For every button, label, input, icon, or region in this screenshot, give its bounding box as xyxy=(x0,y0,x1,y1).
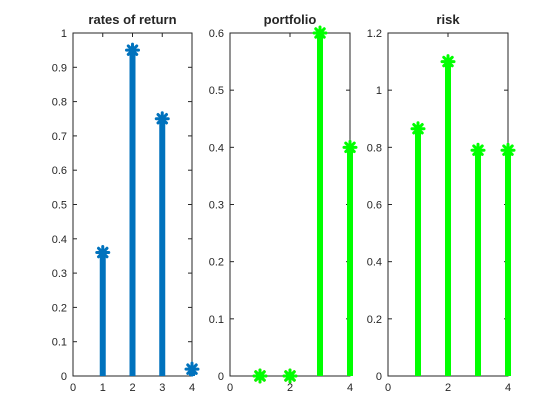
y-tick-label: 0.4 xyxy=(367,257,382,269)
y-tick-label: 0.7 xyxy=(52,131,67,143)
y-tick-label: 0.5 xyxy=(209,85,224,97)
y-tick-label: 1.2 xyxy=(367,28,382,40)
x-tick-label: 0 xyxy=(385,382,391,394)
x-tick-label: 0 xyxy=(227,382,233,394)
data-point-marker xyxy=(254,370,266,382)
data-point-marker xyxy=(314,27,326,39)
y-tick-label: 0.6 xyxy=(52,165,67,177)
y-tick-label: 0.3 xyxy=(209,200,224,212)
y-tick-label: 0.6 xyxy=(367,200,382,212)
data-point-marker xyxy=(412,123,424,135)
y-tick-label: 0 xyxy=(61,371,67,383)
panel-title: risk xyxy=(436,12,460,27)
y-tick-label: 0.1 xyxy=(52,337,67,349)
x-tick-label: 2 xyxy=(445,382,451,394)
data-point-marker xyxy=(344,141,356,153)
x-tick-label: 2 xyxy=(287,382,293,394)
y-tick-label: 0.3 xyxy=(52,268,67,280)
x-tick-label: 4 xyxy=(347,382,353,394)
axes-box-2 xyxy=(230,33,350,376)
y-tick-label: 0.1 xyxy=(209,314,224,326)
y-tick-label: 0 xyxy=(218,371,224,383)
y-tick-label: 1 xyxy=(376,85,382,97)
panel-title: rates of return xyxy=(88,12,176,27)
data-point-marker xyxy=(502,144,514,156)
data-point-marker xyxy=(127,44,139,56)
x-tick-label: 2 xyxy=(129,382,135,394)
y-tick-label: 0.9 xyxy=(52,62,67,74)
x-tick-label: 4 xyxy=(505,382,511,394)
y-tick-label: 0.4 xyxy=(209,142,224,154)
data-point-marker xyxy=(156,113,168,125)
y-tick-label: 0.8 xyxy=(367,142,382,154)
y-tick-label: 0.2 xyxy=(367,314,382,326)
y-tick-label: 1 xyxy=(61,28,67,40)
y-tick-label: 0.8 xyxy=(52,97,67,109)
y-tick-label: 0 xyxy=(376,371,382,383)
y-tick-label: 0.2 xyxy=(209,257,224,269)
data-point-marker xyxy=(284,370,296,382)
panel-title: portfolio xyxy=(264,12,317,27)
data-point-marker xyxy=(186,363,198,375)
y-tick-label: 0.5 xyxy=(52,200,67,212)
data-point-marker xyxy=(97,247,109,259)
y-tick-label: 0.2 xyxy=(52,302,67,314)
x-tick-label: 3 xyxy=(159,382,165,394)
x-tick-label: 4 xyxy=(189,382,195,394)
y-tick-label: 0.6 xyxy=(209,28,224,40)
data-point-marker xyxy=(442,56,454,68)
data-point-marker xyxy=(472,144,484,156)
x-tick-label: 0 xyxy=(70,382,76,394)
x-tick-label: 1 xyxy=(100,382,106,394)
y-tick-label: 0.4 xyxy=(52,234,67,246)
